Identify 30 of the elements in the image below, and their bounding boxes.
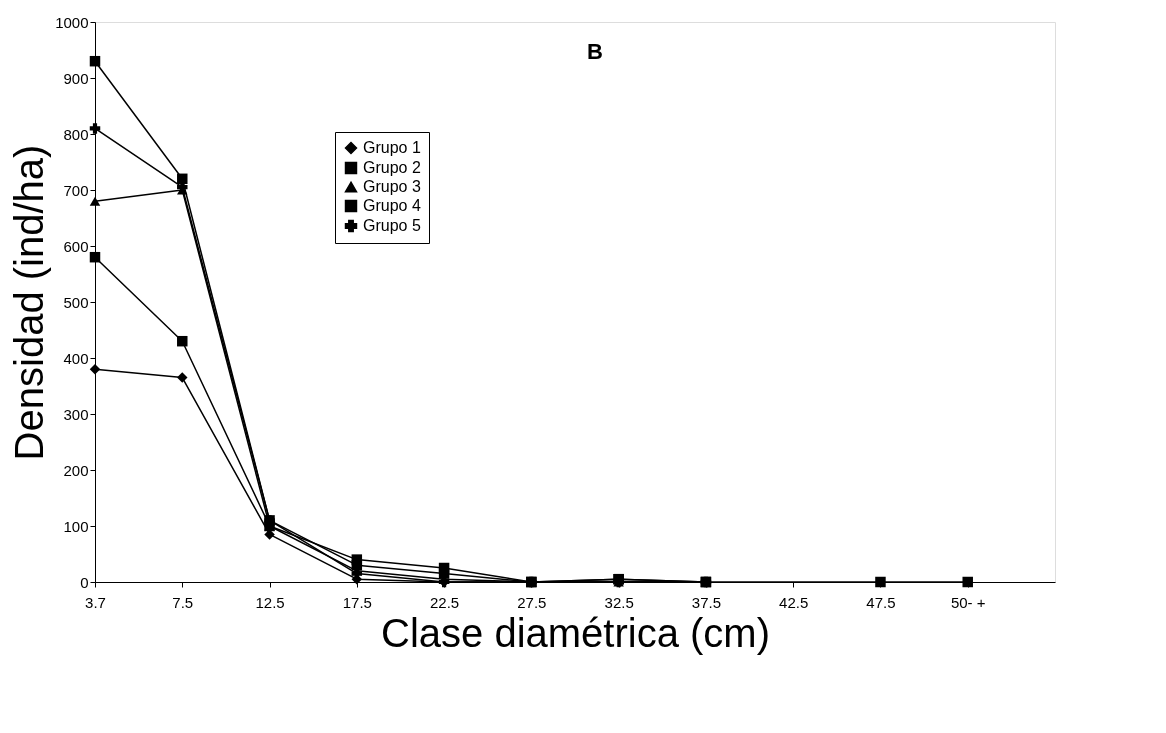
y-tick-label: 500 — [63, 293, 89, 311]
annotation: B — [587, 39, 603, 64]
x-tick-label: 50- + — [950, 593, 986, 611]
x-tick-label: 32.5 — [604, 593, 634, 611]
x-tick-label: 37.5 — [691, 593, 722, 611]
x-tick-label: 47.5 — [866, 593, 896, 611]
y-axis-title: Densidad (ind/ha) — [7, 144, 52, 461]
y-tick-label: 0 — [80, 573, 89, 591]
y-tick-label: 800 — [63, 125, 89, 143]
y-tick-label: 1000 — [55, 13, 89, 31]
y-tick-label: 700 — [63, 181, 89, 199]
legend-label: Grupo 5 — [363, 217, 421, 234]
y-tick-label: 600 — [63, 237, 89, 255]
x-tick-label: 22.5 — [429, 593, 460, 611]
y-tick-label: 300 — [63, 405, 89, 423]
x-tick-label: 7.5 — [172, 593, 194, 611]
legend-label: Grupo 1 — [363, 139, 421, 156]
y-tick-label: 900 — [63, 69, 89, 87]
x-tick-label: 27.5 — [517, 593, 547, 611]
y-tick-label: 200 — [63, 461, 89, 479]
legend-label: Grupo 3 — [363, 178, 421, 195]
x-axis-title: Clase diamétrica (cm) — [381, 610, 770, 655]
legend-label: Grupo 2 — [363, 159, 421, 176]
y-tick-label: 400 — [63, 349, 89, 367]
x-tick-label: 17.5 — [342, 593, 372, 611]
x-tick-label: 42.5 — [779, 593, 809, 611]
y-tick-label: 100 — [63, 517, 89, 535]
x-tick-label: 3.7 — [85, 593, 106, 611]
legend-label: Grupo 4 — [363, 197, 421, 214]
x-tick-label: 12.5 — [255, 593, 285, 611]
